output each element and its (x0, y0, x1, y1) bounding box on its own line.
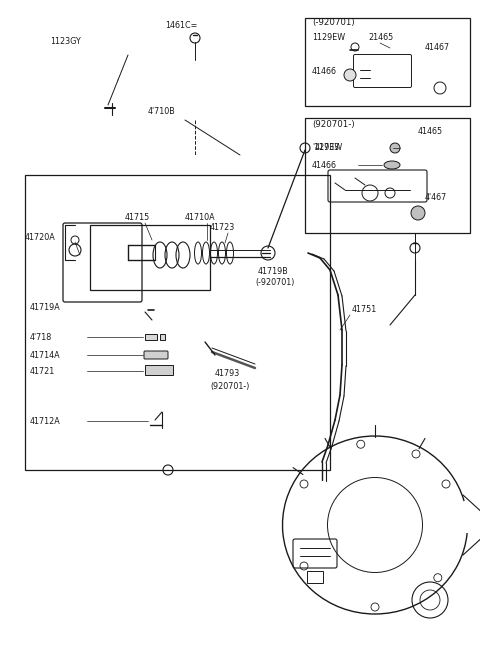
Text: 41719B: 41719B (258, 267, 289, 277)
Text: 41723: 41723 (210, 223, 235, 233)
Text: 41715: 41715 (125, 214, 150, 223)
Text: (920701-): (920701-) (312, 120, 355, 129)
Text: 4'710B: 4'710B (148, 108, 176, 116)
Text: 41714A: 41714A (30, 350, 60, 359)
Circle shape (411, 206, 425, 220)
Bar (145, 365, 173, 375)
Text: 41751: 41751 (352, 306, 377, 315)
Text: 1461C=: 1461C= (165, 20, 197, 30)
Text: 4'718: 4'718 (30, 332, 52, 342)
Bar (305, 18, 470, 106)
Text: (920701-): (920701-) (210, 382, 250, 390)
Bar (307, 571, 323, 583)
Text: 41710A: 41710A (185, 214, 216, 223)
Text: 41467: 41467 (425, 43, 450, 53)
Ellipse shape (384, 161, 400, 169)
Bar (90, 225, 210, 290)
Text: 41466: 41466 (312, 68, 337, 76)
Text: 1129EW: 1129EW (312, 34, 345, 43)
Bar (160, 334, 165, 340)
Text: 41466: 41466 (312, 160, 337, 170)
Text: 41719A: 41719A (30, 302, 61, 311)
Text: (-920701): (-920701) (312, 18, 355, 26)
Bar (145, 334, 157, 340)
Text: 21465: 21465 (368, 34, 393, 43)
Text: 41712A: 41712A (30, 417, 61, 426)
Text: '129EW: '129EW (312, 143, 342, 152)
Bar (305, 118, 470, 233)
Text: 41793: 41793 (215, 369, 240, 378)
Circle shape (344, 69, 356, 81)
Text: (-920701): (-920701) (255, 279, 294, 288)
FancyBboxPatch shape (144, 351, 168, 359)
Circle shape (390, 143, 400, 153)
Text: 41465: 41465 (418, 127, 443, 137)
Bar (25, 175, 330, 470)
Text: 41721: 41721 (30, 367, 55, 376)
Text: 1123GY: 1123GY (50, 37, 81, 47)
Text: 41733: 41733 (315, 143, 340, 152)
Text: 41720A: 41720A (25, 233, 56, 242)
Text: 4'467: 4'467 (425, 194, 447, 202)
